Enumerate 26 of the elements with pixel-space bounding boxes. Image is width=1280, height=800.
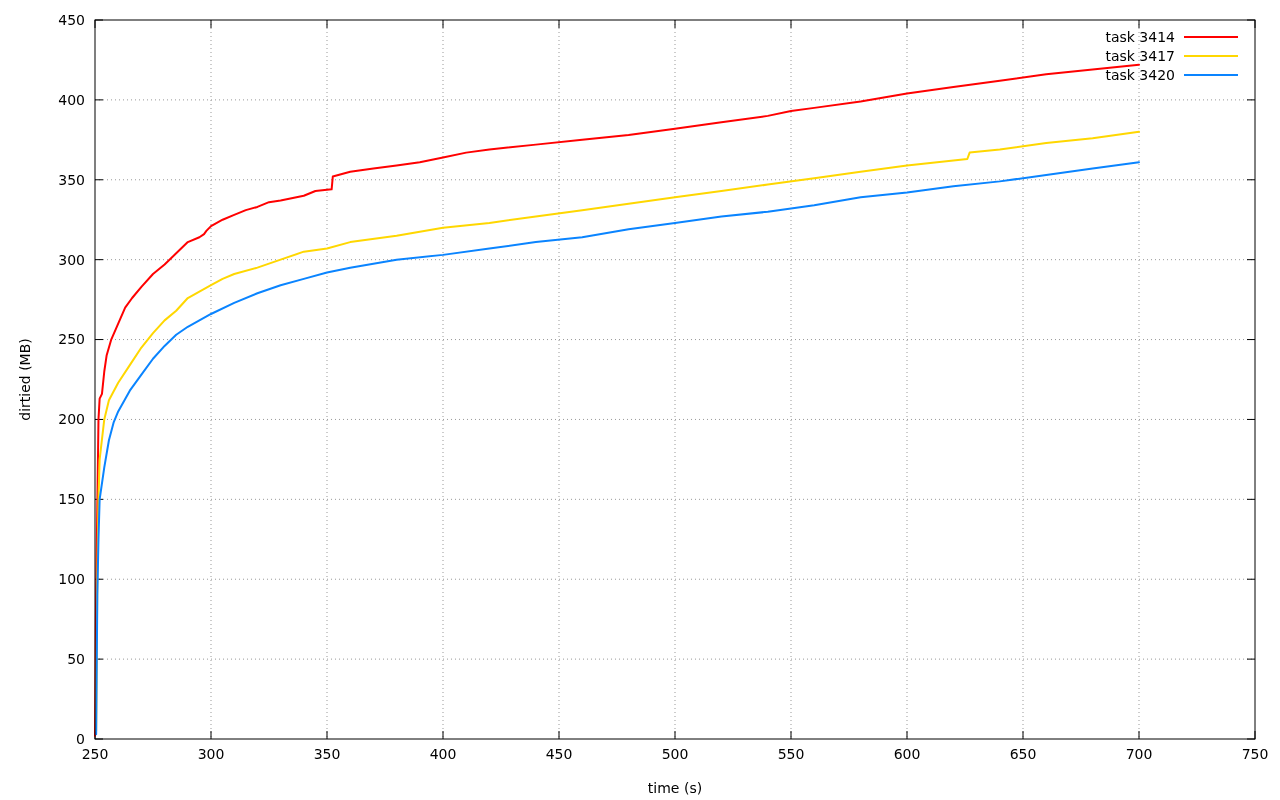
y-tick-label: 450	[58, 11, 85, 28]
legend-label: task 3417	[1105, 47, 1175, 64]
y-tick-label: 300	[58, 251, 85, 268]
x-tick-label: 650	[1009, 746, 1037, 762]
x-tick-label: 400	[429, 746, 457, 762]
x-tick-label: 600	[893, 746, 921, 762]
y-tick-label: 200	[58, 411, 85, 428]
x-tick-label: 700	[1125, 746, 1153, 762]
y-tick-label: 0	[76, 730, 85, 747]
legend-label: task 3420	[1105, 66, 1175, 83]
y-tick-label: 100	[58, 571, 85, 588]
x-tick-label: 450	[545, 746, 573, 762]
y-tick-label: 250	[58, 331, 85, 348]
x-tick-label: 750	[1241, 746, 1269, 762]
y-tick-label: 50	[67, 651, 85, 668]
x-tick-label: 350	[313, 746, 341, 762]
y-tick-label: 400	[58, 91, 85, 108]
y-axis-title: dirtied (MB)	[17, 338, 33, 421]
x-tick-label: 550	[777, 746, 805, 762]
y-tick-label: 350	[58, 171, 85, 188]
y-tick-label: 150	[58, 491, 85, 508]
legend-label: task 3414	[1105, 28, 1176, 45]
x-tick-label: 250	[81, 746, 109, 762]
x-axis-title: time (s)	[647, 780, 703, 796]
x-tick-label: 500	[661, 746, 689, 762]
x-tick-label: 300	[197, 746, 225, 762]
